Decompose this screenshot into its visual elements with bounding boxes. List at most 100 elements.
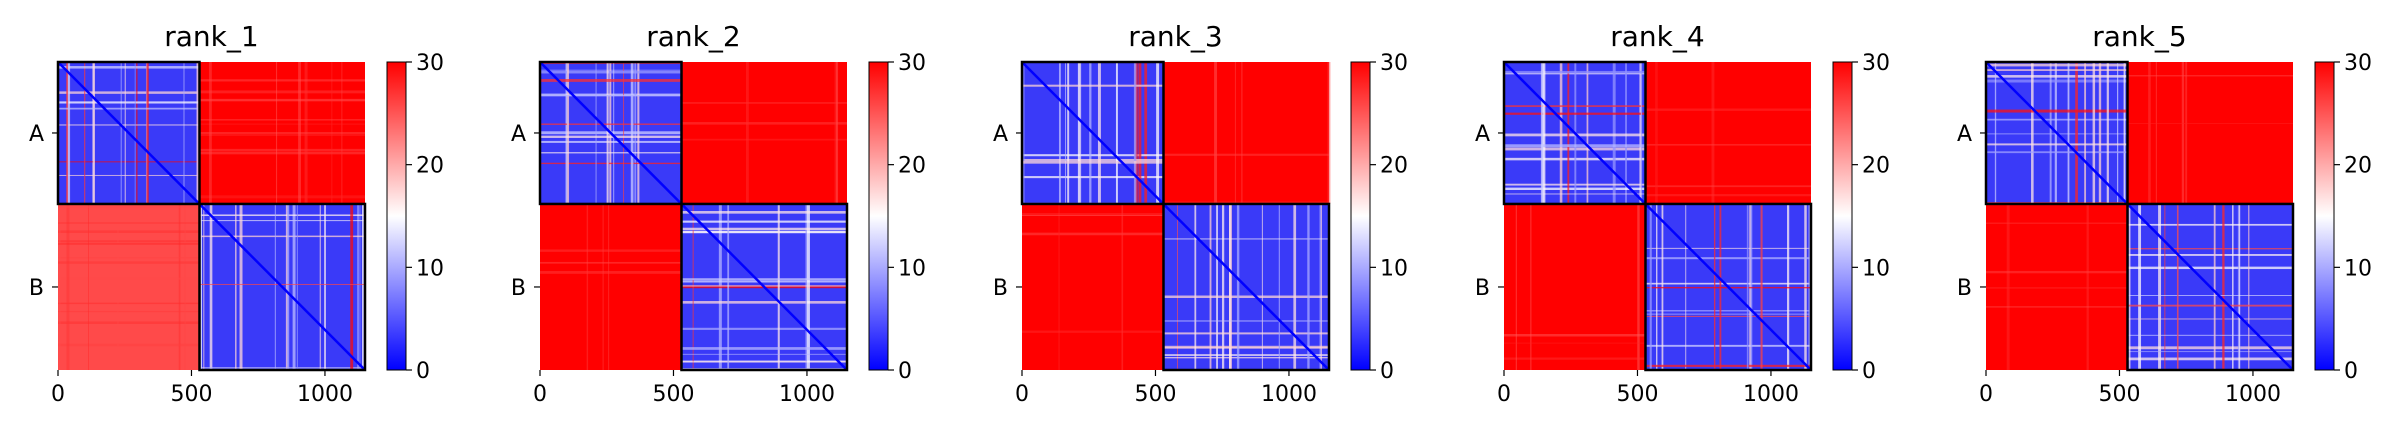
colorbar [1833,62,1852,370]
colorbar [387,62,406,370]
texture-stripe [2127,248,2293,250]
colorbar-frame [386,61,407,371]
y-tick-label: B [993,276,1008,301]
texture-stripe [1229,203,1231,370]
texture-stripe [1986,222,2128,224]
block-border-B [680,202,849,372]
y-tick-label: A [1957,122,1972,147]
texture-stripe [239,203,243,370]
texture-stripe [1278,203,1281,370]
colorbar-tick-label: 30 [898,51,926,76]
texture-stripe [146,62,149,204]
texture-stripe [199,131,365,135]
texture-stripe [2127,122,2293,124]
texture-stripe [1236,203,1240,370]
x-tick-label: 1000 [1743,382,1799,407]
texture-stripe [183,62,185,204]
texture-stripe [623,62,625,204]
texture-stripe [1163,354,1329,356]
texture-stripe [1261,203,1263,370]
x-tick-label: 500 [2098,382,2140,407]
texture-stripe [199,123,365,125]
colorbar-tick-label: 0 [898,359,912,384]
texture-stripe [540,249,682,252]
texture-stripe [1307,203,1310,370]
texture-stripe [1645,313,1811,315]
texture-stripe [1163,357,1329,359]
colorbar-tick-label: 0 [416,359,430,384]
texture-stripe [1567,62,1570,204]
texture-stripe [1504,357,1646,360]
texture-stripe [1986,306,2128,308]
texture-stripe [199,148,365,152]
texture-stripe [2127,223,2293,226]
texture-stripe [1515,203,1517,370]
texture-stripe [1986,143,2128,146]
texture-stripe [2128,203,2131,370]
texture-stripe [1711,62,1715,204]
panel-title: rank_1 [164,20,258,53]
texture-stripe [1637,203,1640,370]
heatmap-panel-4: rank_4 0 500 1000 A B 0 10 20 30 [1475,20,1890,407]
texture-stripe [2185,62,2188,204]
texture-stripe [1163,345,1329,348]
texture-stripe [1022,84,1164,87]
x-tick-label: 0 [1015,382,1029,407]
texture-stripe [1221,203,1225,370]
texture-stripe [805,203,808,370]
texture-stripe [199,220,365,222]
texture-stripe [285,203,288,370]
texture-stripe [2127,318,2293,320]
texture-stripe [201,203,202,370]
texture-stripe [2232,203,2234,370]
colorbar-tick-label: 20 [1862,154,1890,179]
y-tick-label: B [1475,276,1490,301]
texture-stripe [1293,203,1297,370]
colorbar-tick-label: 20 [1380,154,1408,179]
texture-stripe [1089,62,1092,204]
texture-stripe [681,220,847,223]
texture-stripe [117,203,119,370]
diagonal-line [680,203,848,371]
texture-stripe [58,343,200,347]
colorbar-tick-label: 0 [1862,359,1876,384]
texture-stripe [1216,203,1218,370]
texture-stripe [1504,70,1646,74]
texture-stripe [1163,332,1329,335]
texture-stripe [1163,347,1329,349]
texture-stripe [1504,342,1646,344]
texture-stripe [1655,62,1658,204]
texture-stripe [199,119,365,121]
x-tick-label: 500 [1134,382,1176,407]
texture-stripe [292,203,296,370]
colorbar-frame [1350,61,1371,371]
texture-stripe [681,122,847,125]
block-B-A [1504,203,1646,370]
texture-stripe [1163,238,1329,240]
texture-stripe [296,203,298,370]
texture-stripe [2092,62,2096,204]
diagonal-line [2126,203,2294,371]
texture-stripe [66,62,68,204]
block-A-B [1163,62,1329,204]
texture-stripe [1080,62,1082,204]
colorbar-tick-label: 10 [2344,256,2372,281]
texture-stripe [681,301,847,304]
texture-stripe [1994,62,1997,204]
texture-stripe [608,203,610,370]
texture-stripe [2075,62,2078,204]
texture-stripe [1156,62,1160,204]
texture-stripe [2127,334,2293,336]
y-tick-label: A [29,122,44,147]
texture-stripe [2213,203,2216,370]
texture-stripe [58,91,200,94]
texture-stripe [359,203,361,370]
texture-stripe [2086,203,2089,370]
diagonal-line [1021,61,1165,205]
colorbar-tick-label: 20 [416,154,444,179]
colorbar [1351,62,1370,370]
texture-stripe [2127,266,2293,270]
x-tick-label: 500 [170,382,212,407]
texture-stripe [1530,203,1532,370]
texture-stripe [199,367,365,369]
